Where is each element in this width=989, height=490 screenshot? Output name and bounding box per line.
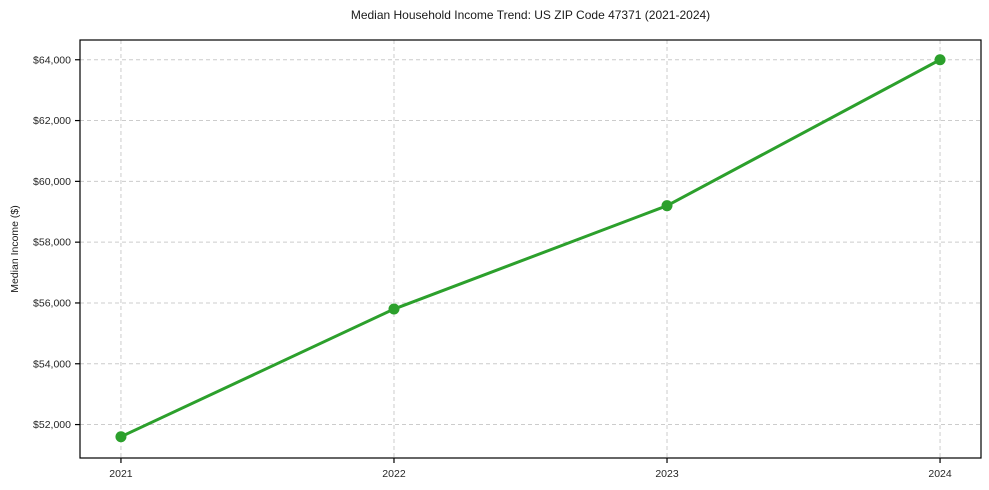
y-tick-label: $58,000: [33, 237, 71, 249]
data-point-marker: [934, 54, 946, 66]
chart-title: Median Household Income Trend: US ZIP Co…: [350, 8, 711, 22]
x-tick-label: 2021: [109, 468, 133, 480]
y-tick-label: $64,000: [33, 54, 71, 66]
data-point-marker: [388, 303, 400, 315]
income-trend-line: [119, 58, 942, 439]
data-point-marker: [115, 431, 127, 443]
y-tick-label: $54,000: [33, 358, 71, 370]
data-point-marker: [661, 200, 673, 212]
y-tick-label: $62,000: [33, 115, 71, 127]
y-tick-label: $60,000: [33, 176, 71, 188]
x-tick-label: 2024: [928, 468, 952, 480]
plot-frame: [79, 39, 982, 459]
x-tick-label: 2023: [655, 468, 679, 480]
y-tick-label: $52,000: [33, 419, 71, 431]
x-tick-label: 2022: [382, 468, 406, 480]
y-tick-label: $56,000: [33, 297, 71, 309]
y-axis-label: Median Income ($): [9, 205, 21, 293]
